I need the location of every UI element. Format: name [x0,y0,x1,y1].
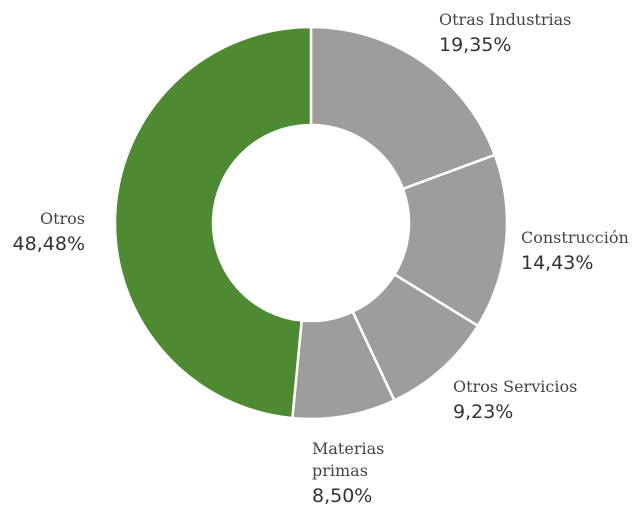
value-materias-primas: 8,50% [312,485,372,507]
label-otras-industrias: Otras Industrias [439,10,571,29]
label-otros: Otros [40,209,85,228]
label-construcción: Construcción [521,228,629,247]
value-construcción: 14,43% [521,252,593,274]
slice-otros [113,25,313,420]
value-otros: 48,48% [13,233,85,255]
slice-otras-industrias [309,25,497,191]
value-otras-industrias: 19,35% [439,34,511,56]
value-otros-servicios: 9,23% [453,401,513,423]
label-otros-servicios: Otros Servicios [453,377,577,396]
label-materias-primas-line2: primas [312,461,368,480]
label-materias-primas-line1: Materias [312,439,384,458]
slice-construcción [392,153,509,328]
